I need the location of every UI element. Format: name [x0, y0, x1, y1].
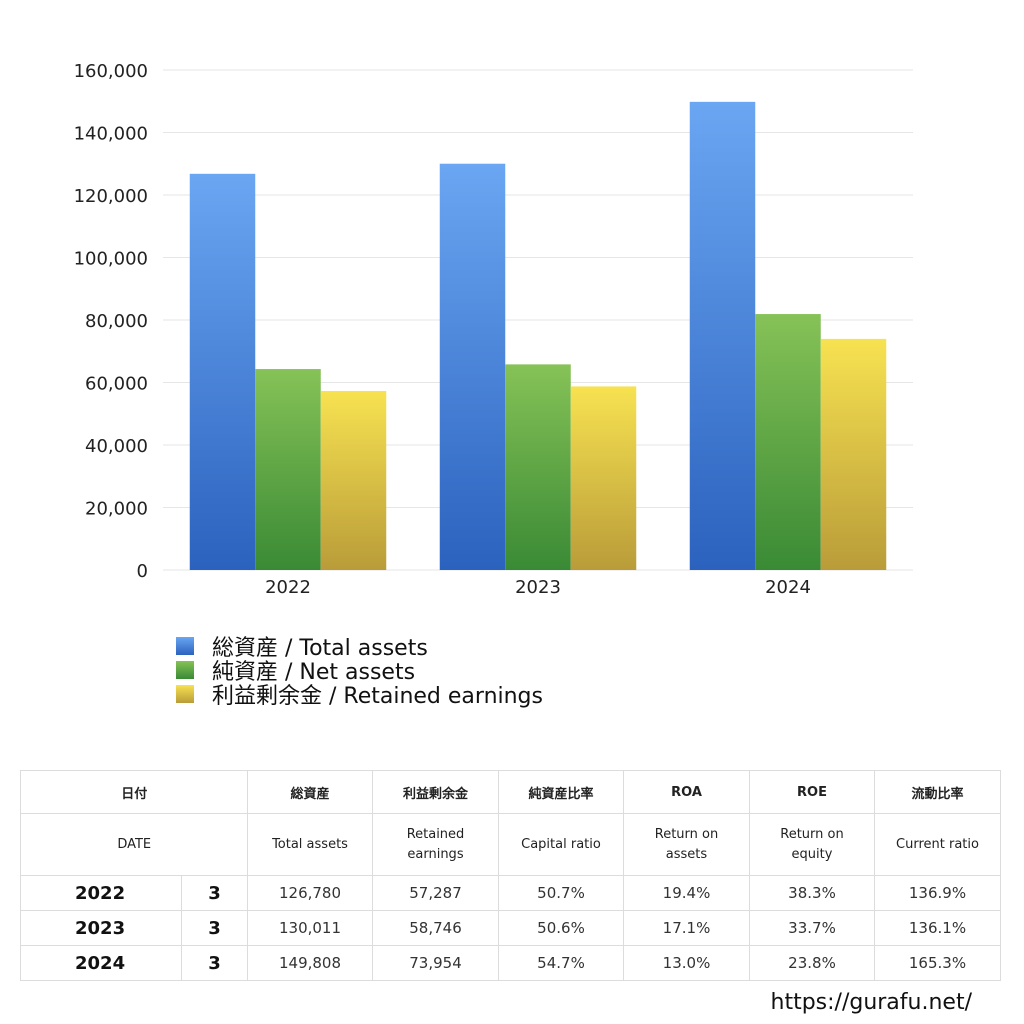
- legend-label: 総資産 / Total assets: [212, 636, 428, 661]
- cell-roa: 13.0%: [623, 945, 750, 981]
- header-total-assets-jp: 総資産: [247, 770, 373, 814]
- table-header-en: DATE Total assets Retained earnings Capi…: [20, 813, 1001, 876]
- y-tick-label: 40,000: [85, 436, 148, 457]
- site-url: https://gurafu.net/: [770, 990, 973, 1015]
- y-tick-label: 160,000: [74, 61, 148, 82]
- retained-earnings-bar: [320, 390, 387, 570]
- row-month: 3: [181, 910, 248, 946]
- cell-capital-ratio: 50.6%: [498, 910, 624, 946]
- header-total-assets-en: Total assets: [247, 813, 373, 876]
- legend-item-net-assets: 純資産 / Net assets: [176, 658, 543, 685]
- row-year: 2022: [20, 875, 182, 911]
- row-year: 2023: [20, 910, 182, 946]
- header-current-ratio-jp: 流動比率: [874, 770, 1001, 814]
- cell-current-ratio: 136.9%: [874, 875, 1001, 911]
- cell-retained-earnings: 73,954: [372, 945, 499, 981]
- row-month: 3: [181, 945, 248, 981]
- header-retained-earnings-en: Retained earnings: [372, 813, 499, 876]
- table-header-jp: 日付 総資産 利益剰余金 純資産比率 ROA ROE 流動比率: [20, 770, 1001, 814]
- header-roe-jp: ROE: [749, 770, 875, 814]
- total-assets-bar: [189, 173, 256, 570]
- cell-retained-earnings: 57,287: [372, 875, 499, 911]
- cell-retained-earnings: 58,746: [372, 910, 499, 946]
- cell-capital-ratio: 54.7%: [498, 945, 624, 981]
- total-assets-bar: [689, 101, 756, 570]
- cell-current-ratio: 136.1%: [874, 910, 1001, 946]
- retained-earnings-bar: [570, 386, 637, 570]
- cell-total-assets: 149,808: [247, 945, 373, 981]
- cell-total-assets: 126,780: [247, 875, 373, 911]
- table-row: 2024 3 149,808 73,954 54.7% 13.0% 23.8% …: [20, 945, 1001, 981]
- legend-swatch-net-assets: [176, 661, 194, 679]
- legend-label: 利益剰余金 / Retained earnings: [212, 684, 543, 709]
- legend-label: 純資産 / Net assets: [212, 660, 416, 685]
- header-empty: [181, 813, 248, 876]
- header-current-ratio-en: Current ratio: [874, 813, 1001, 876]
- bar-chart: 0 20,000 40,000 60,000 80,000 100,000 120,000 1…: [74, 61, 913, 598]
- legend-item-total-assets: 総資産 / Total assets: [176, 634, 543, 661]
- bars: [189, 101, 887, 570]
- cell-roa: 19.4%: [623, 875, 750, 911]
- cell-roe: 33.7%: [749, 910, 875, 946]
- header-date-jp: 日付: [20, 770, 182, 814]
- cell-current-ratio: 165.3%: [874, 945, 1001, 981]
- table-row: 2023 3 130,011 58,746 50.6% 17.1% 33.7% …: [20, 910, 1001, 946]
- financial-table: 日付 総資産 利益剰余金 純資産比率 ROA ROE 流動比率 DATE Tot…: [20, 770, 1001, 981]
- y-tick-label: 0: [137, 561, 148, 582]
- header-empty: [181, 770, 248, 814]
- retained-earnings-bar: [820, 338, 887, 570]
- cell-capital-ratio: 50.7%: [498, 875, 624, 911]
- header-capital-ratio-jp: 純資産比率: [498, 770, 624, 814]
- x-tick-label: 2024: [765, 577, 811, 598]
- legend-item-retained-earnings: 利益剰余金 / Retained earnings: [176, 682, 543, 709]
- x-axis-ticks: 2022 2023 2024: [265, 577, 811, 598]
- net-assets-bar: [755, 314, 821, 570]
- row-month: 3: [181, 875, 248, 911]
- x-tick-label: 2022: [265, 577, 311, 598]
- y-tick-label: 140,000: [74, 124, 148, 145]
- net-assets-bar: [255, 369, 321, 570]
- y-tick-label: 60,000: [85, 374, 148, 395]
- legend-swatch-total-assets: [176, 637, 194, 655]
- cell-total-assets: 130,011: [247, 910, 373, 946]
- header-retained-earnings-jp: 利益剰余金: [372, 770, 499, 814]
- table-row: 2022 3 126,780 57,287 50.7% 19.4% 38.3% …: [20, 875, 1001, 911]
- total-assets-bar: [439, 163, 506, 570]
- y-tick-label: 20,000: [85, 499, 148, 520]
- x-tick-label: 2023: [515, 577, 561, 598]
- header-roe-en: Return on equity: [749, 813, 875, 876]
- cell-roa: 17.1%: [623, 910, 750, 946]
- header-roa-jp: ROA: [623, 770, 750, 814]
- net-assets-bar: [505, 364, 571, 570]
- y-tick-label: 120,000: [74, 186, 148, 207]
- y-tick-label: 100,000: [74, 249, 148, 270]
- y-tick-label: 80,000: [85, 311, 148, 332]
- header-roa-en: Return on assets: [623, 813, 750, 876]
- header-date-en: DATE: [20, 813, 182, 876]
- cell-roe: 38.3%: [749, 875, 875, 911]
- cell-roe: 23.8%: [749, 945, 875, 981]
- row-year: 2024: [20, 945, 182, 981]
- legend: 総資産 / Total assets 純資産 / Net assets 利益剰余…: [176, 634, 543, 709]
- header-capital-ratio-en: Capital ratio: [498, 813, 624, 876]
- y-axis-ticks: 0 20,000 40,000 60,000 80,000 100,000 120,000 1…: [74, 61, 148, 582]
- legend-swatch-retained-earnings: [176, 685, 194, 703]
